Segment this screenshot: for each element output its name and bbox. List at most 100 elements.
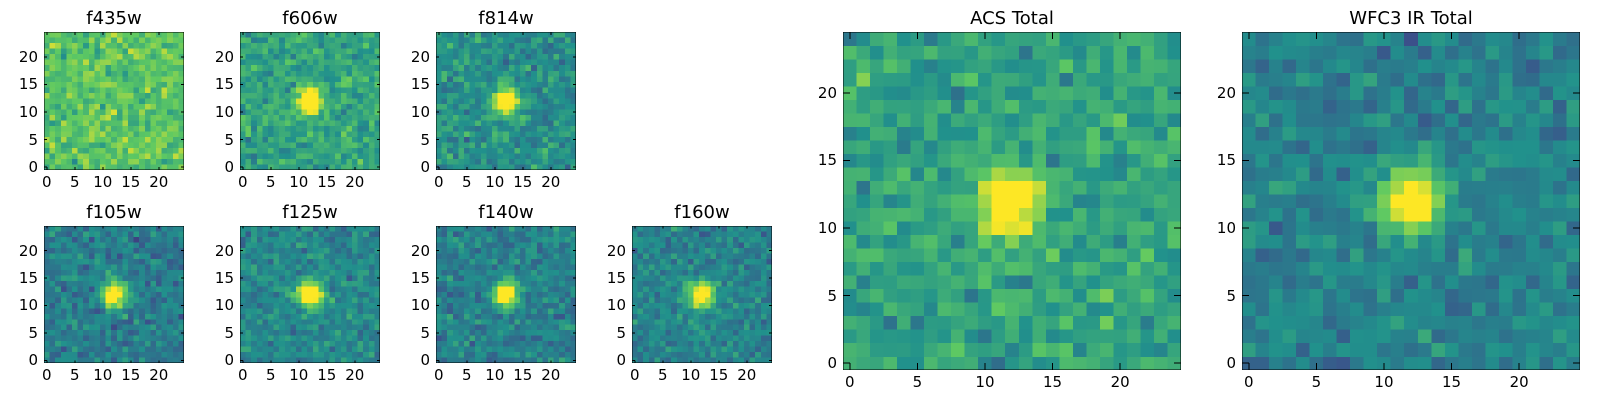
heatmap-cell [727, 247, 733, 254]
heatmap-cell [368, 76, 375, 82]
heatmap-cell [910, 329, 925, 344]
heatmap-cell [452, 236, 459, 243]
heatmap-cell [296, 264, 302, 270]
heatmap-cell [452, 153, 459, 160]
heatmap-cell [318, 136, 325, 143]
heatmap-cell [172, 136, 179, 143]
heatmap-cell [559, 269, 565, 276]
heatmap-cell [94, 280, 101, 287]
heatmap-cell [44, 280, 50, 287]
heatmap-cell [497, 269, 504, 276]
heatmap-cell [363, 164, 369, 170]
heatmap-cell [1059, 329, 1074, 344]
heatmap-cell [296, 65, 302, 71]
heatmap-cell [262, 164, 269, 170]
heatmap-cell [83, 297, 89, 303]
heatmap-cell [514, 258, 521, 265]
heatmap-cell [363, 114, 369, 121]
heatmap-cell [340, 352, 347, 358]
heatmap-cell [637, 253, 644, 259]
heatmap-cell [60, 48, 67, 55]
heatmap-cell [699, 258, 705, 265]
heatmap-cell [469, 70, 476, 77]
heatmap-cell [520, 264, 526, 270]
heatmap-cell [368, 131, 375, 137]
heatmap-cell [318, 43, 325, 49]
heatmap-cell [458, 308, 465, 314]
heatmap-cell [503, 103, 509, 110]
heatmap-cell [648, 226, 655, 232]
heatmap-cell [452, 103, 459, 110]
heatmap-cell [964, 167, 979, 181]
heatmap-cell [77, 147, 84, 154]
heatmap-cell [150, 324, 157, 331]
heatmap-cell [721, 291, 728, 298]
heatmap-cell [122, 70, 129, 77]
heatmap-cell [279, 264, 285, 270]
heatmap-cell [268, 164, 274, 170]
heatmap-cell [284, 335, 291, 342]
heatmap-cell [307, 114, 313, 121]
heatmap-cell [251, 242, 257, 249]
heatmap-cell [94, 92, 101, 99]
heatmap-cell [318, 65, 325, 71]
heatmap-cell [883, 180, 898, 195]
heatmap-cell [525, 346, 532, 353]
heatmap-cell [144, 258, 151, 265]
heatmap-cell [436, 153, 442, 160]
heatmap-cell [262, 32, 269, 38]
heatmap-cell [548, 258, 554, 265]
heatmap-cell [514, 247, 521, 254]
heatmap-cell [111, 346, 117, 353]
heatmap-cell [167, 357, 173, 363]
heatmap-cell [167, 253, 173, 259]
heatmap-cell [676, 275, 683, 281]
heatmap-cell [654, 352, 661, 358]
heatmap-cell [374, 103, 380, 110]
heatmap-cell [458, 236, 465, 243]
heatmap-cell [632, 258, 638, 265]
heatmap-cell [363, 319, 369, 325]
heatmap-cell [100, 236, 106, 243]
heatmap-cell [643, 346, 649, 353]
heatmap-cell [1045, 329, 1060, 344]
heatmap-cell [727, 313, 733, 320]
heatmap-cell [105, 81, 112, 88]
heatmap-cell [436, 54, 442, 60]
heatmap-cell [94, 302, 101, 309]
heatmap-cell [340, 341, 347, 347]
heatmap-cell [1167, 302, 1181, 317]
heatmap-cell [883, 167, 898, 181]
heatmap-cell [105, 253, 112, 259]
heatmap-cell [245, 335, 252, 342]
heatmap-cell [240, 120, 246, 126]
heatmap-cell [570, 253, 576, 259]
heatmap-cell [1153, 234, 1168, 249]
heatmap-cell [240, 231, 246, 238]
heatmap-cell [688, 313, 694, 320]
heatmap-cell [564, 242, 571, 249]
heatmap-cell [1045, 261, 1060, 276]
heatmap-cell [1099, 180, 1114, 195]
heatmap-cell [843, 248, 857, 263]
heatmap-cell [964, 194, 979, 209]
heatmap-cell [1086, 302, 1101, 317]
heatmap-cell [1113, 194, 1128, 209]
heatmap-cell [357, 103, 364, 110]
heatmap-cell [676, 258, 683, 265]
heatmap-cell [144, 319, 151, 325]
heatmap-cell [352, 269, 358, 276]
heatmap-cell [542, 275, 549, 281]
heatmap-cell [531, 131, 537, 137]
heatmap-cell [447, 109, 453, 115]
heatmap-cell [156, 131, 162, 137]
heatmap-cell [251, 291, 257, 298]
heatmap-cell [503, 98, 509, 104]
heatmap-cell [256, 70, 263, 77]
heatmap-cell [536, 280, 543, 287]
heatmap-cell [368, 59, 375, 66]
heatmap-cell [991, 153, 1006, 168]
heatmap-cell [161, 54, 168, 60]
heatmap-cell [755, 253, 761, 259]
heatmap-cell [262, 37, 269, 44]
